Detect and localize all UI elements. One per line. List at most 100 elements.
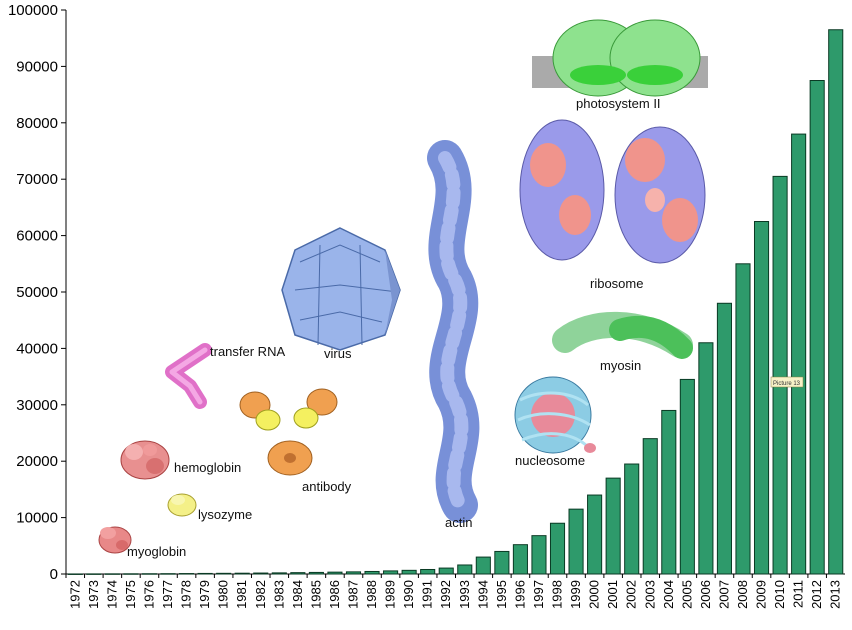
x-tick-label: 2000 — [587, 580, 602, 609]
y-tick-label: 100000 — [8, 2, 58, 19]
x-tick-label: 2002 — [624, 580, 639, 609]
bar-2006 — [698, 342, 714, 575]
x-tick-label: 1982 — [253, 580, 268, 609]
myosin-illustration — [552, 311, 693, 359]
x-tick-label: 2013 — [828, 580, 843, 609]
annotation-nucleosome: nucleosome — [515, 453, 585, 468]
bar-1989 — [383, 570, 399, 575]
bar-1987 — [345, 571, 362, 575]
bar-2002 — [624, 463, 640, 575]
axes — [61, 9, 845, 578]
bar-1993 — [457, 564, 473, 575]
bar-1973 — [86, 573, 102, 575]
annotation-lysozyme: lysozyme — [198, 507, 252, 522]
bar-2013 — [828, 29, 844, 575]
y-tick-label: 80000 — [16, 115, 58, 132]
bar-1986 — [327, 571, 343, 575]
x-tick-label: 1977 — [160, 580, 175, 609]
x-tick-label: 2012 — [809, 580, 824, 609]
bar-1977 — [160, 573, 176, 575]
bar-1997 — [531, 535, 547, 575]
x-tick-label: 1995 — [494, 580, 509, 609]
x-tick-label: 1973 — [86, 580, 101, 609]
y-tick-label: 30000 — [16, 397, 58, 414]
x-tick-label: 1993 — [457, 580, 472, 609]
annotation-actin: actin — [445, 515, 472, 530]
antibody-illustration — [239, 388, 338, 476]
y-tick-label: 10000 — [16, 510, 58, 527]
bar-1978 — [179, 573, 195, 575]
bar-2000 — [587, 494, 603, 575]
bar-1982 — [253, 572, 269, 575]
lysozyme-illustration — [167, 493, 197, 517]
bar-1981 — [234, 572, 250, 575]
annotation-ribosome: ribosome — [590, 276, 643, 291]
bar-2007 — [716, 302, 732, 575]
x-tick-label: 1987 — [345, 580, 360, 609]
x-tick-label: 1990 — [401, 580, 416, 609]
x-tick-label: 1981 — [234, 580, 249, 609]
bar-1996 — [512, 544, 528, 575]
x-tick-label: 2010 — [772, 580, 787, 609]
bar-1990 — [401, 569, 417, 575]
hemoglobin-illustration — [120, 440, 170, 480]
x-tick-label: 1997 — [531, 580, 546, 609]
x-tick-label: 1996 — [512, 580, 527, 609]
x-tick-label: 2003 — [642, 580, 657, 609]
x-tick-label: 1972 — [67, 580, 82, 609]
x-tick-label: 1978 — [179, 580, 194, 609]
bar-1974 — [104, 573, 120, 575]
x-tick-label: 1991 — [420, 580, 435, 609]
bar-1994 — [475, 556, 491, 575]
bar-2004 — [661, 409, 677, 575]
bar-2011 — [791, 133, 807, 575]
x-tick-label: 1986 — [327, 580, 342, 609]
x-tick-label: 1983 — [271, 580, 286, 609]
y-tick-label: 70000 — [16, 171, 58, 188]
bar-1983 — [271, 572, 287, 575]
annotation-transfer-rna: transfer RNA — [210, 344, 285, 359]
x-tick-label: 1988 — [364, 580, 379, 609]
bar-1984 — [290, 572, 306, 575]
x-tick-label: 2006 — [698, 580, 713, 609]
bar-2005 — [679, 378, 695, 575]
bar-1985 — [308, 571, 324, 575]
x-tick-labels: 1972 1973 1974 1975 1976 1977 1978 1979 1980 1981… — [67, 580, 842, 609]
x-tick-label: 2007 — [716, 580, 731, 609]
x-tick-label: 1980 — [216, 580, 231, 609]
annotation-myosin: myosin — [600, 358, 641, 373]
bar-2009 — [753, 221, 770, 575]
x-tick-label: 1998 — [550, 580, 565, 609]
bar-1980 — [216, 572, 232, 575]
y-tick-labels: 0 10000 20000 30000 40000 50000 60000 70000 8000… — [8, 2, 58, 583]
annotation-hemoglobin: hemoglobin — [174, 460, 241, 475]
actin-illustration — [427, 140, 480, 523]
y-tick-label: 0 — [50, 566, 58, 583]
bar-1995 — [494, 550, 510, 575]
x-tick-label: 2004 — [661, 580, 676, 609]
annotation-virus: virus — [324, 346, 352, 361]
bar-1992 — [438, 567, 454, 575]
y-tick-label: 40000 — [16, 340, 58, 357]
x-tick-label: 2005 — [679, 580, 694, 609]
x-tick-label: 1975 — [123, 580, 138, 609]
bar-1991 — [420, 568, 436, 575]
x-tick-label: 1974 — [104, 580, 119, 609]
picture-badge-label: Picture 13 — [773, 381, 801, 387]
virus-illustration — [281, 227, 401, 351]
transfer-rna-illustration — [165, 343, 212, 409]
y-tick-label: 20000 — [16, 453, 58, 470]
bar-2010 — [772, 175, 788, 575]
x-tick-label: 2009 — [754, 580, 769, 609]
y-tick-label: 90000 — [16, 58, 58, 75]
bar-series — [67, 29, 844, 575]
nucleosome-illustration — [514, 376, 596, 454]
x-tick-label: 1984 — [290, 580, 305, 609]
x-tick-label: 1985 — [308, 580, 323, 609]
x-tick-label: 2008 — [735, 580, 750, 609]
x-tick-label: 1976 — [141, 580, 156, 609]
bar-1998 — [549, 522, 566, 575]
bar-2003 — [642, 438, 658, 575]
